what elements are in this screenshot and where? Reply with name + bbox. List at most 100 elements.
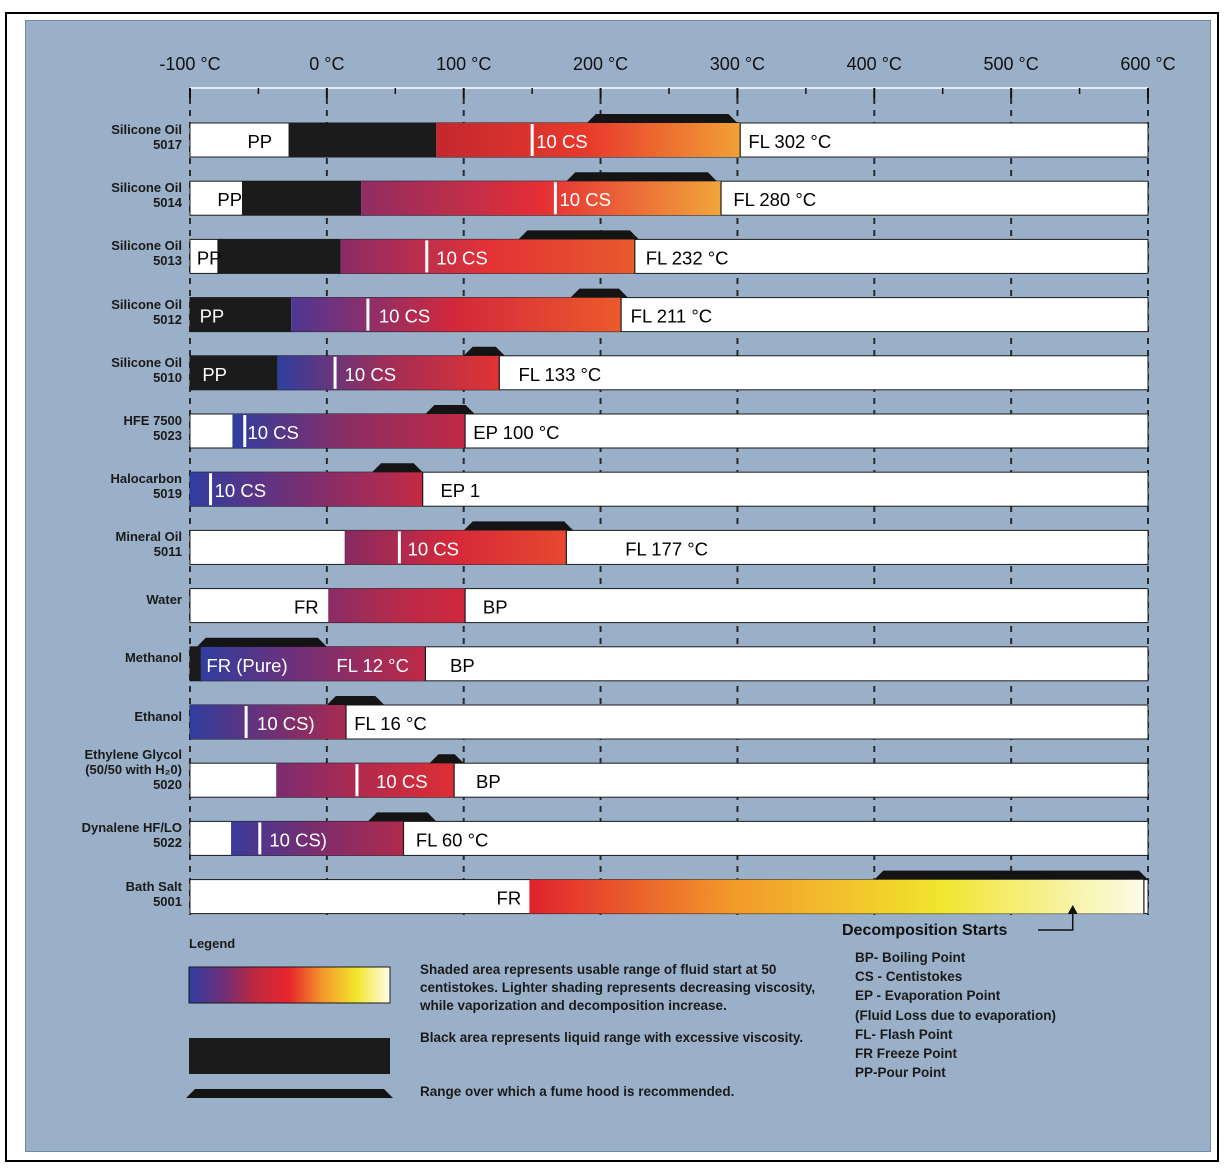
legend-graphics [186,905,1078,1098]
bar-label: FR [294,597,319,618]
row-label-line: Silicone Oil [111,180,182,196]
row-label-line: Halocarbon [110,471,182,487]
usable-range-segment [200,646,426,681]
decomposition-arrow-line [1038,911,1074,931]
fluid-row: PP 10 CS FL 280 °C [189,172,1149,216]
excess-viscosity-segment [190,297,292,332]
row-label-line: 5020 [153,777,182,793]
bar-label: PP [200,306,225,327]
row-label-line: 5014 [153,195,182,211]
bar-label: 10 CS [247,422,298,443]
x-tick-label: 500 °C [984,54,1039,74]
legend-hood-swatch [186,1089,393,1098]
bar-label: BP [483,597,508,618]
fume-hood-range [570,288,628,298]
fluid-row: 10 CS EP 1 [189,463,1149,507]
row-label-line: Silicone Oil [111,296,182,312]
fluid-row: 10 CS BP [189,754,1149,798]
bar-label: BP [450,655,475,676]
ten-cs-marker [355,764,359,797]
fluid-row: PP 10 CS FL 302 °C [189,114,1149,158]
fume-hood-range [586,114,738,123]
abbr-item: (Fluid Loss due to evaporation) [855,1007,1057,1023]
bar-label: 10 CS [536,131,587,152]
usable-range-segment [276,763,455,798]
row-label-line: 5001 [153,893,182,909]
fluid-row: FR BP [189,588,1149,624]
bar-label: 10 CS [345,364,396,385]
top-header-strip [0,0,1227,14]
bar-label: EP 100 °C [473,422,559,443]
row-label: Silicone Oil 5012 [22,297,182,327]
legend-gradient-swatch [188,966,391,1004]
fume-hood-range [196,637,327,647]
ten-cs-marker [244,706,248,738]
bar-label: PP [197,247,222,268]
bar-label: FL 60 °C [416,829,489,850]
fluid-row: FR [189,870,1149,915]
legend-shaded-text: Shaded area represents usable range of f… [420,962,816,1013]
legend-black-swatch [189,1038,390,1074]
fume-hood-range [463,346,505,356]
abbreviation-list: BP- Boiling Point CS - Centistokes EP - … [855,948,1056,1082]
abbr-item: PP-Pour Point [855,1065,946,1081]
x-tick-label: 400 °C [847,54,902,74]
row-label: Silicone Oil 5014 [22,180,182,210]
row-label: Methanol [22,650,182,665]
fluid-row: 10 CS EP 100 °C [189,405,1149,449]
row-label-line: 5023 [153,428,182,443]
row-label-line: Ethylene Glycol [84,747,182,763]
fluid-row: PP 10 CS FL 133 °C [189,346,1149,391]
excess-viscosity-segment [190,355,278,390]
fume-hood-range [429,754,464,764]
row-label-line: 5011 [153,544,182,560]
row-label: Silicone Oil 5010 [22,355,182,385]
ten-cs-marker [333,356,337,389]
bar-label: 10 CS [408,538,459,559]
x-tick-label: 200 °C [573,54,628,74]
row-label: Halocarbon 5019 [22,471,182,501]
bar-label: FL 133 °C [518,364,601,385]
abbr-item: BP- Boiling Point [855,950,966,965]
bar-label: FR [497,888,522,909]
row-label-line: 5017 [153,137,182,152]
x-tick-label: 0 °C [309,54,344,74]
row-label-line: Dynalene HF/LO [81,820,182,836]
row-label: Ethylene Glycol (50/50 with H₂0) 5020 [22,747,182,792]
fume-hood-range [326,696,385,705]
bar-label: EP 1 [440,480,480,501]
fume-hood-range [425,405,475,414]
fume-hood-range [874,870,1148,880]
bar-label: FL 16 °C [354,713,427,734]
usable-range-segment [361,181,722,216]
row-label-line: Water [146,592,182,608]
ten-cs-marker [425,240,429,273]
bar-label: FL 177 °C [625,538,708,559]
bar-label: FR (Pure) [206,655,287,676]
usable-range-segment [190,705,347,739]
row-label-line: (50/50 with H₂0) [85,762,182,778]
bar-label: BP [476,771,501,792]
row-label: Water [22,592,182,607]
row-label-line: 5022 [153,835,182,851]
row-label-line: 5013 [153,253,182,269]
bar-label: 10 CS [379,306,430,327]
bar-label: FL 280 °C [733,189,816,210]
fume-hood-range [372,463,423,473]
bar-label: PP [247,131,272,152]
usable-range-segment [277,355,500,390]
fluid-row: 10 CS) FL 60 °C [189,812,1149,856]
x-tick-label: -100 °C [159,54,220,74]
usable-range-segment [190,472,423,507]
excess-viscosity-segment [288,123,437,157]
ten-cs-marker [397,531,401,564]
row-label-line: Silicone Oil [111,238,182,254]
row-label-line: Mineral Oil [115,529,182,545]
bar-label: 10 CS) [257,713,315,734]
x-tick-label: 300 °C [710,54,765,74]
ten-cs-marker [258,822,262,855]
row-label-line: Ethanol [134,708,182,724]
ten-cs-marker [209,473,213,506]
bar-label: 10 CS [376,771,427,792]
